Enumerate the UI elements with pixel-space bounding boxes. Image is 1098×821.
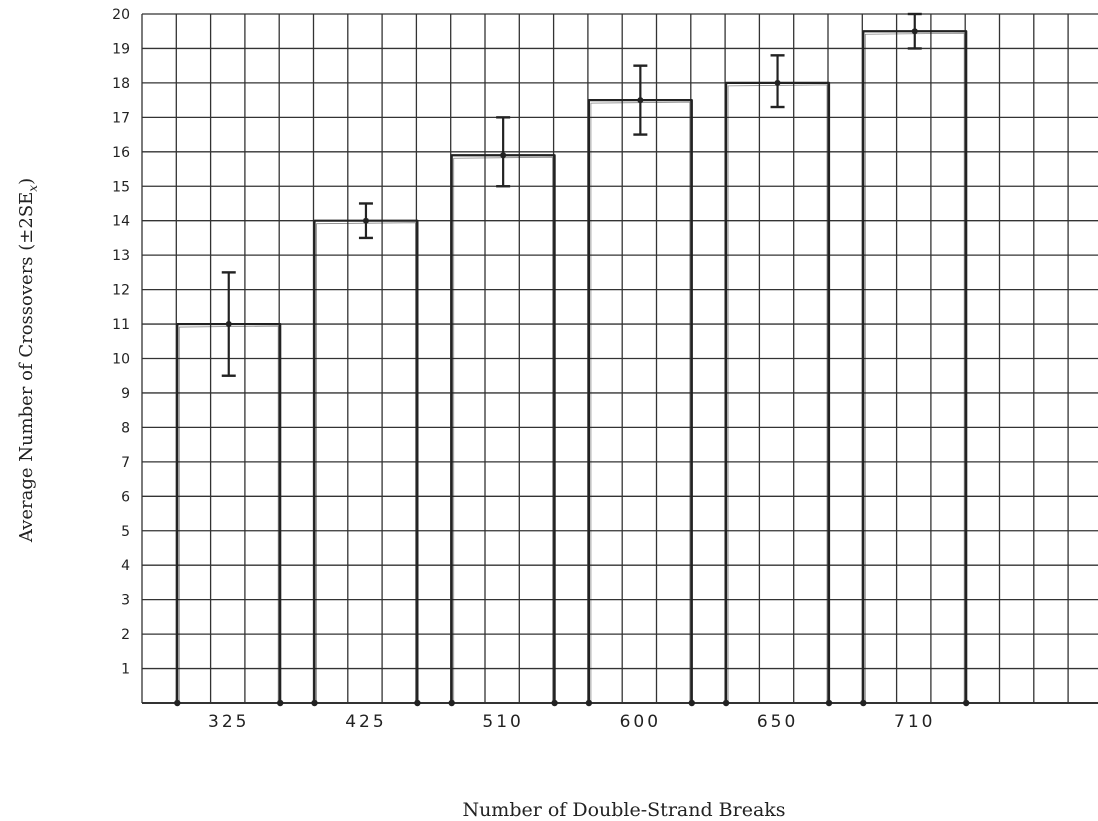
- y-tick-label: 1: [121, 662, 130, 678]
- y-tick-label: 9: [121, 386, 130, 402]
- bar-base-dot: [448, 699, 455, 707]
- bar: [587, 99, 693, 703]
- y-tick-label: 7: [121, 455, 130, 471]
- bar-base-dot: [722, 699, 730, 707]
- bar-base-dot: [963, 699, 970, 707]
- bar-base-dot: [585, 699, 593, 707]
- bar-base-dot: [551, 699, 558, 707]
- y-tick-label: 2: [121, 627, 130, 643]
- bar-outline-inner: [178, 325, 279, 703]
- bar-outline-inner: [727, 84, 828, 703]
- bar-base-dot: [825, 699, 833, 707]
- y-tick-label: 11: [112, 317, 130, 333]
- bar-outline-inner: [864, 32, 965, 703]
- y-axis-label: Average Number of Crossovers (±2SEx): [16, 178, 40, 543]
- y-axis-label-close: ): [16, 178, 37, 185]
- error-bars: [221, 12, 922, 377]
- x-category-label: 325: [208, 712, 249, 732]
- x-category-label: 710: [894, 712, 935, 732]
- y-tick-label: 4: [121, 558, 130, 574]
- y-tick-label: 10: [112, 352, 130, 368]
- bar-base-dot: [174, 699, 181, 707]
- y-tick-label: 14: [112, 214, 130, 230]
- bar-base-dot: [688, 699, 695, 707]
- bars: [174, 30, 970, 707]
- bar-base-dot: [414, 699, 421, 707]
- x-category-label: 510: [482, 712, 523, 732]
- y-tick-label: 20: [112, 7, 130, 23]
- x-category-label: 425: [345, 712, 386, 732]
- y-tick-label: 17: [112, 110, 130, 126]
- y-tick-label: 16: [112, 145, 130, 161]
- bar: [450, 154, 556, 703]
- y-tick-label: 8: [121, 420, 130, 436]
- bar-outline-inner: [590, 101, 691, 703]
- mean-point: [637, 97, 644, 104]
- mean-point: [911, 28, 918, 35]
- bar-outline-inner: [453, 156, 553, 703]
- bar-base-dot: [860, 699, 867, 707]
- x-category-label: 650: [757, 712, 798, 732]
- y-tick-label: 5: [121, 524, 130, 540]
- grid: [141, 13, 1098, 704]
- y-tick-label: 15: [112, 179, 130, 195]
- mean-point: [362, 217, 369, 224]
- bar: [862, 30, 968, 703]
- bar-outline-inner: [316, 222, 416, 703]
- mean-point: [225, 321, 232, 328]
- x-category-label: 600: [620, 712, 661, 732]
- y-tick-label: 13: [112, 248, 130, 264]
- mean-point: [774, 79, 781, 86]
- bar-base-dot: [277, 699, 284, 707]
- y-axis-label-main: Average Number of Crossovers (±2SE: [16, 192, 37, 543]
- y-tick-label: 3: [121, 593, 130, 609]
- x-axis-label: Number of Double-Strand Breaks: [462, 799, 785, 821]
- y-axis-label-subscript: x: [26, 185, 40, 192]
- y-tick-label: 12: [112, 283, 130, 299]
- y-tick-label: 6: [121, 489, 130, 505]
- y-tick-label: 19: [112, 41, 130, 57]
- y-tick-label: 18: [112, 76, 130, 92]
- bar: [176, 322, 282, 703]
- bar-base-dot: [311, 699, 318, 707]
- mean-point: [500, 152, 507, 159]
- x-category-labels: 325 425 510 600 650 710: [208, 712, 935, 732]
